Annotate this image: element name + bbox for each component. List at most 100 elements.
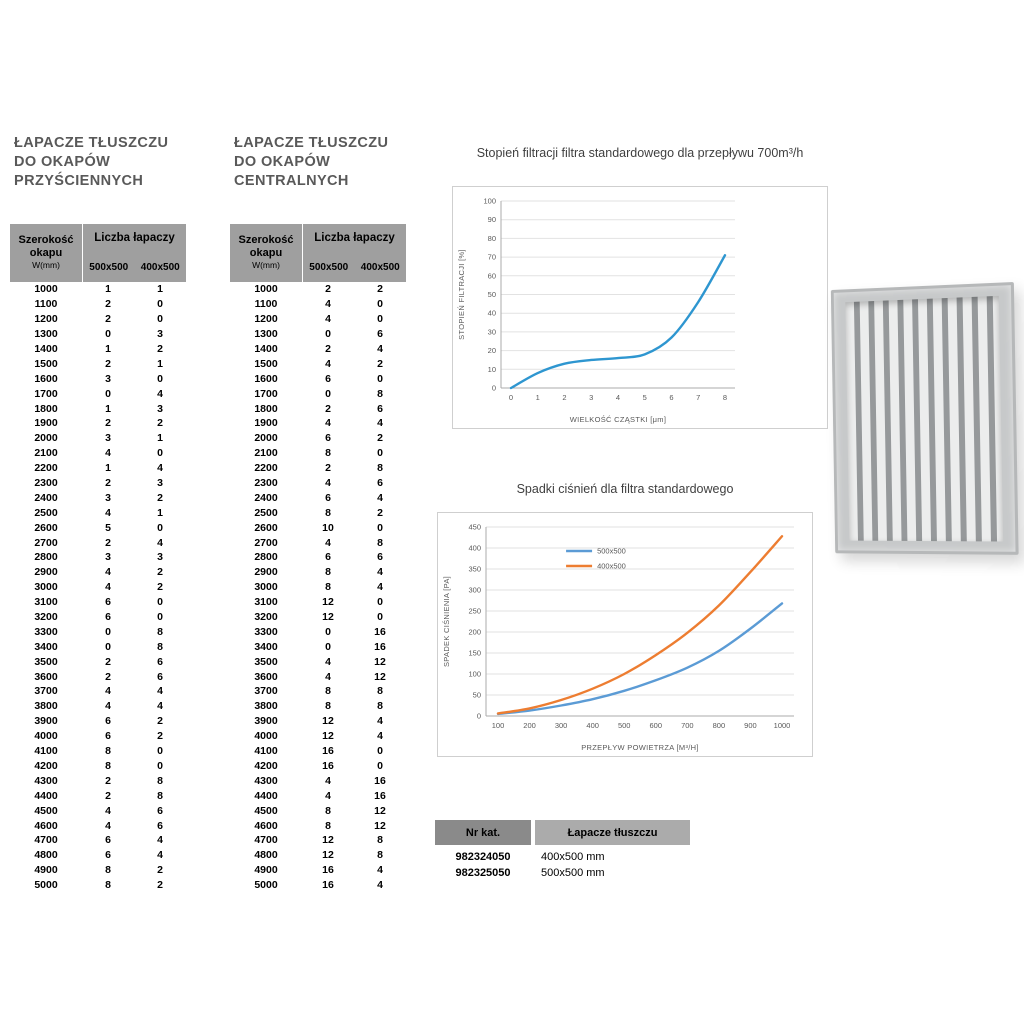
table-cell: 982325050 [455,867,511,879]
table-row: 2600 10 0 [230,520,406,535]
table-cell: 2700 [34,536,58,549]
table-row: 4600 4 6 [10,818,186,833]
table-cell: 3600 [254,670,278,683]
table-cell: 4 [325,313,331,326]
table-cell: 6 [377,402,383,415]
table-cell: 3400 [254,640,278,653]
table-cell: 4400 [34,789,58,802]
svg-text:1000: 1000 [774,721,791,730]
table-row: 1700 0 4 [10,386,186,401]
header-text: okapu [249,246,283,259]
table-cell: 6 [377,477,383,490]
table-row: 1100 4 0 [230,297,406,312]
count-column-header: Liczba łapaczy 500x500 400x500 [302,224,406,282]
svg-text:5: 5 [643,393,647,402]
table-cell: 0 [377,596,383,609]
table-cell: 2 [377,506,383,519]
table-row: 2800 6 6 [230,550,406,565]
central-hood-table: Szerokość okapu W(mm) Liczba łapaczy 500… [230,224,406,893]
table-cell: 1 [157,506,163,519]
svg-text:300: 300 [555,721,568,730]
table-cell: 1600 [34,372,58,385]
table-row: 3700 8 8 [230,684,406,699]
table-cell: 2 [105,655,111,668]
table-cell: 8 [377,700,383,713]
table-row: 1300 0 6 [230,327,406,342]
table-cell: 4200 [34,759,58,772]
svg-text:900: 900 [744,721,757,730]
wall-hood-table: Szerokość okapu W(mm) Liczba łapaczy 500… [10,224,186,893]
table-cell: 4 [325,477,331,490]
table-cell: 8 [325,581,331,594]
table-cell: 4 [325,655,331,668]
svg-text:20: 20 [488,346,496,355]
table-header: Szerokość okapu W(mm) Liczba łapaczy 500… [10,224,186,282]
table-cell: 1 [157,357,163,370]
table-cell: 6 [105,849,111,862]
table-cell: 16 [374,774,386,787]
table-row: 3800 4 4 [10,699,186,714]
table-cell: 6 [105,730,111,743]
table-cell: 4 [377,730,383,743]
table-cell: 8 [157,640,163,653]
chart-svg: 0 10 20 30 40 50 60 70 80 90 100 0 1 2 3 4 5 6 7 8 WIELKOŚĆ … [457,197,735,424]
table-row: 1200 4 0 [230,312,406,327]
svg-text:90: 90 [488,215,496,224]
table-cell: 12 [322,611,334,624]
table-cell: 4 [377,864,383,877]
table-row: 4500 8 12 [230,803,406,818]
table-cell: 3500 [254,655,278,668]
svg-text:0: 0 [492,384,496,393]
table-cell: 2 [157,730,163,743]
table-cell: 3200 [254,611,278,624]
svg-text:1: 1 [536,393,540,402]
table-cell: 3 [157,328,163,341]
table-cell: 4900 [34,864,58,877]
table-cell: 0 [157,298,163,311]
table-cell: 0 [105,625,111,638]
title-line: CENTRALNYCH [234,173,349,189]
table-row: 4900 8 2 [10,863,186,878]
size-400x500-label: 400x500 [360,261,400,273]
table-row: 1400 1 2 [10,342,186,357]
table-row: 1900 4 4 [230,416,406,431]
table-cell: 982324050 [455,851,511,863]
table-cell: 3000 [254,581,278,594]
table-cell: 2 [157,879,163,892]
table-cell: 1900 [254,417,278,430]
catalog-table: Nr kat. Łapacze tłuszczu 982324050 400x50… [435,820,690,881]
table-cell: 0 [325,625,331,638]
table-row: 3100 6 0 [10,595,186,610]
table-cell: 8 [157,789,163,802]
table-cell: 12 [322,730,334,743]
table-header: Szerokość okapu W(mm) Liczba łapaczy 500… [230,224,406,282]
table-cell: 0 [377,298,383,311]
table-row: 3000 4 2 [10,580,186,595]
table-row: 5000 16 4 [230,878,406,893]
svg-text:10: 10 [488,365,496,374]
table-cell: 4 [105,804,111,817]
table-cell: 0 [157,447,163,460]
table-cell: 2600 [254,521,278,534]
table-cell: 6 [105,834,111,847]
svg-text:700: 700 [681,721,694,730]
table-row: 1600 3 0 [10,371,186,386]
table-row: 3200 12 0 [230,610,406,625]
table-row: 1100 2 0 [10,297,186,312]
table-cell: 4800 [34,849,58,862]
width-column-header: Szerokość okapu W(mm) [230,224,302,282]
table-cell: 16 [322,864,334,877]
table-cell: 2 [105,357,111,370]
table-row: 4400 4 16 [230,788,406,803]
table-cell: 4200 [254,759,278,772]
table-row: 2700 4 8 [230,535,406,550]
size-subheaders: 500x500 400x500 [303,252,406,282]
table-cell: 1 [157,283,163,296]
table-cell: 8 [325,819,331,832]
table-cell: 2800 [254,551,278,564]
title-line: DO OKAPÓW [234,154,331,170]
table-row: 2400 3 2 [10,490,186,505]
table-cell: 4 [377,417,383,430]
table-cell: 1700 [254,387,278,400]
table-cell: 3900 [34,715,58,728]
